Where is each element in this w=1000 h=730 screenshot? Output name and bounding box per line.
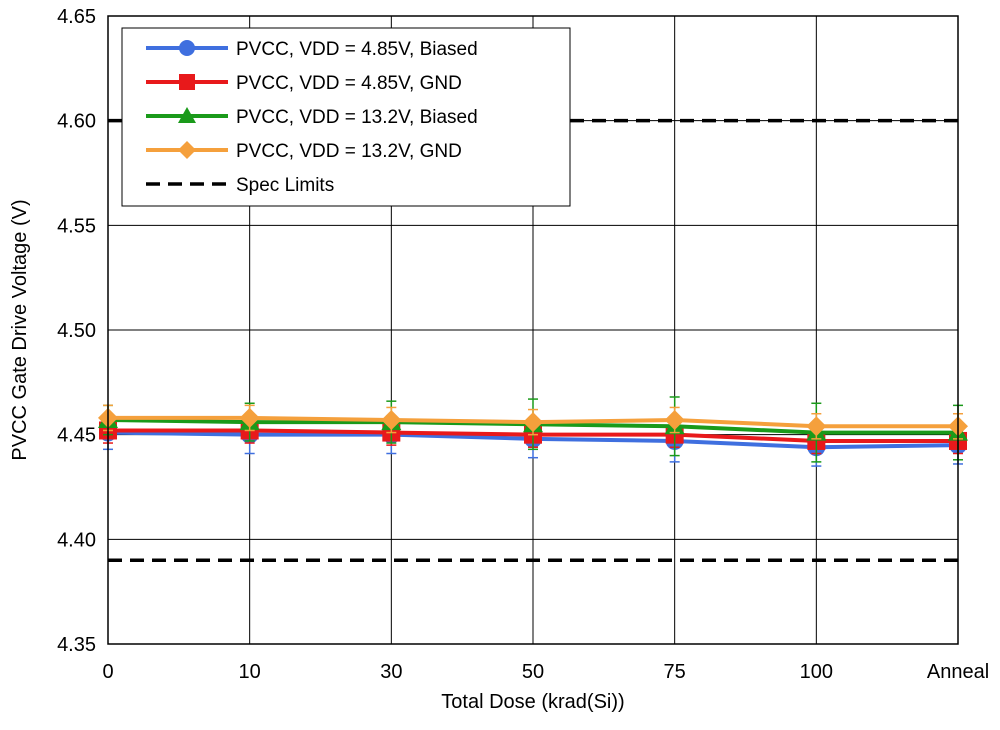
legend-label: PVCC, VDD = 13.2V, Biased <box>236 107 478 128</box>
data-point-diamond <box>381 410 402 431</box>
legend-label: Spec Limits <box>236 175 334 196</box>
data-point-diamond <box>178 141 196 159</box>
x-tick-label: 30 <box>380 661 402 683</box>
x-tick-label: 0 <box>102 661 113 683</box>
legend-item: PVCC, VDD = 4.85V, GND <box>146 73 462 94</box>
data-series <box>98 396 968 467</box>
data-point-diamond <box>664 410 685 431</box>
legend-label: PVCC, VDD = 4.85V, Biased <box>236 39 478 60</box>
x-tick-labels: 0 10 30 50 75 100 Anneal <box>102 661 989 683</box>
y-axis-title: PVCC Gate Drive Voltage (V) <box>9 199 31 460</box>
data-point-diamond <box>239 407 260 428</box>
y-tick-labels: 4.35 4.40 4.45 4.50 4.55 4.60 4.65 <box>57 6 96 656</box>
legend-item: PVCC, VDD = 13.2V, GND <box>146 141 462 162</box>
legend-label: PVCC, VDD = 13.2V, GND <box>236 141 462 162</box>
x-tick-label: 50 <box>522 661 544 683</box>
x-tick-label: 100 <box>800 661 833 683</box>
data-point-diamond <box>806 416 827 437</box>
y-tick-label: 4.35 <box>57 634 96 656</box>
legend-label: PVCC, VDD = 4.85V, GND <box>236 73 462 94</box>
data-point-square <box>179 74 195 90</box>
legend: PVCC, VDD = 4.85V, Biased PVCC, VDD = 4.8… <box>121 27 571 207</box>
y-tick-label: 4.50 <box>57 320 96 342</box>
data-point-triangle <box>178 107 196 123</box>
y-tick-label: 4.65 <box>57 6 96 28</box>
x-tick-label: 10 <box>239 661 261 683</box>
data-point-diamond <box>523 412 543 433</box>
y-tick-label: 4.55 <box>57 215 96 237</box>
x-tick-label: 75 <box>664 661 686 683</box>
x-tick-label: Anneal <box>927 661 989 683</box>
legend-item: PVCC, VDD = 4.85V, Biased <box>146 39 478 60</box>
y-tick-label: 4.40 <box>57 529 96 551</box>
legend-item: Spec Limits <box>146 175 334 196</box>
data-point-circle <box>179 40 195 56</box>
plot-area-border <box>107 15 959 645</box>
legend-item: PVCC, VDD = 13.2V, Biased <box>146 107 478 128</box>
x-axis-title: Total Dose (krad(Si)) <box>441 691 624 713</box>
y-tick-label: 4.60 <box>57 111 96 133</box>
series-group <box>98 404 968 440</box>
y-tick-label: 4.45 <box>57 425 96 447</box>
